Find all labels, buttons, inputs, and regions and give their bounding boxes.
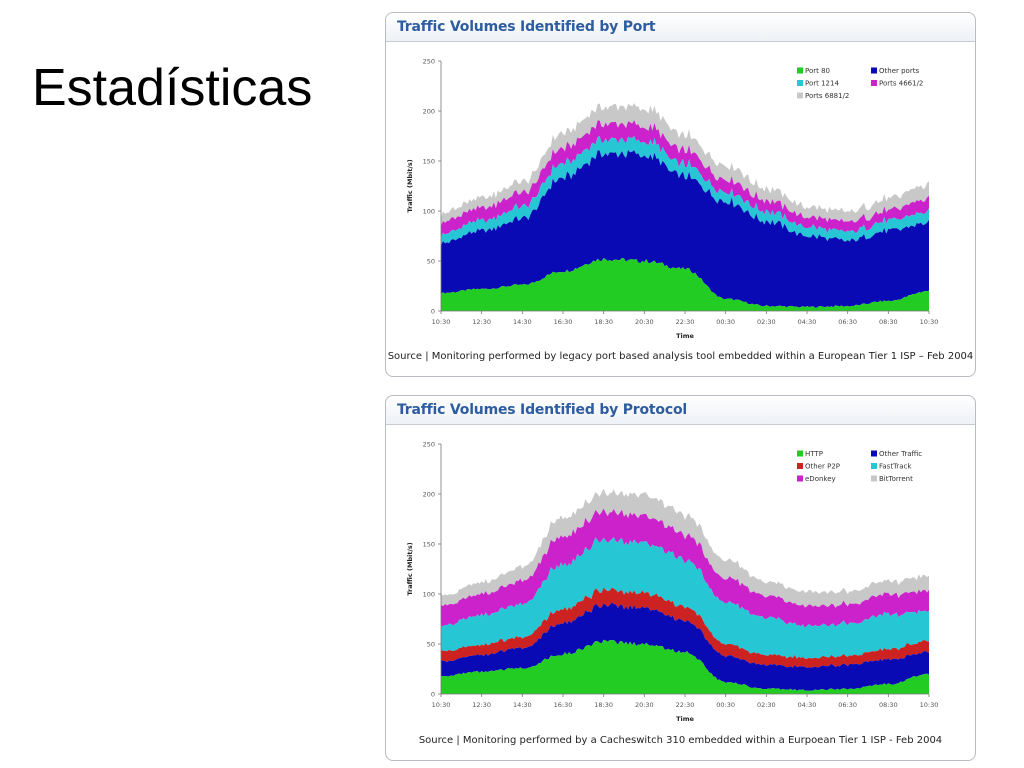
port-chart-legend: Port 80 Other ports Port 1214 Ports 4661/2 P…: [797, 67, 923, 100]
protocol-chart-header: Traffic Volumes Identified by Protocol: [386, 396, 975, 425]
protocol-traffic-chart: 0 50 100 150 200 250 10:30 12:30 14:30 16:30 18:30…: [406, 440, 939, 723]
protocol-chart-legend-swatch-http: [797, 450, 803, 457]
protocol-chart-legend-label-other-traffic: Other Traffic: [879, 450, 922, 458]
protocol-chart-ylabel: Traffic (Mbit/s): [406, 542, 414, 595]
port-chart-ytick-label: 50: [427, 257, 435, 265]
protocol-chart-xtick-label: 18:30: [594, 701, 613, 709]
port-chart-xtick-label: 10:30: [432, 318, 451, 326]
protocol-chart-legend-swatch-other-traffic: [871, 450, 877, 457]
port-chart-legend-label-port-1214: Port 1214: [805, 80, 839, 88]
port-chart-legend-swatch-port-1214: [797, 80, 803, 86]
protocol-chart-areas: [441, 488, 929, 694]
slide-title: Estadísticas: [32, 59, 313, 117]
protocol-chart-xtick-label: 08:30: [879, 701, 898, 709]
port-chart-ytick-label: 200: [423, 107, 435, 115]
protocol-chart-ytick-label: 0: [431, 690, 435, 698]
protocol-chart-xtick-label: 20:30: [635, 701, 654, 709]
port-traffic-chart: 0 50 100 150 200 250 10:30 12:30 14:30 16:30 18:30…: [406, 57, 939, 340]
protocol-chart-legend-swatch-fasttrack: [871, 463, 877, 469]
port-chart-ytick-label: 150: [423, 157, 435, 165]
port-chart-series-port-1214: [441, 136, 929, 246]
port-chart-xtick-label: 20:30: [635, 318, 654, 326]
port-chart-xtick-label: 12:30: [472, 318, 491, 326]
protocol-chart-series-other-p2p: [441, 587, 929, 669]
port-chart-series-other-ports: [441, 150, 929, 308]
port-chart-legend-label-ports-4661-2: Ports 4661/2: [879, 80, 923, 88]
port-chart-xtick-label: 22:30: [676, 318, 695, 326]
port-chart-xtick-label: 16:30: [554, 318, 573, 326]
protocol-chart-ytick-label: 150: [423, 540, 435, 548]
protocol-chart-xtick-label: 10:30: [432, 701, 451, 709]
port-chart-ytick-label: 100: [423, 207, 435, 215]
protocol-chart-series-bittorrent: [441, 488, 929, 608]
port-chart-xlabel: Time: [676, 332, 694, 340]
port-chart-xtick-label: 14:30: [513, 318, 532, 326]
protocol-chart-legend-label-edonkey: eDonkey: [805, 475, 836, 483]
protocol-chart-xtick-label: 22:30: [676, 701, 695, 709]
port-chart-ytick-label: 250: [423, 57, 435, 65]
protocol-chart-xtick-label: 04:30: [798, 701, 817, 709]
port-chart-ytick-label: 0: [431, 307, 435, 315]
port-chart-xtick-label: 02:30: [757, 318, 776, 326]
protocol-chart-source: Source | Monitoring performed by a Cache…: [418, 735, 943, 746]
protocol-chart-legend-swatch-other-p2p: [797, 463, 803, 469]
protocol-chart-xtick-label: 16:30: [554, 701, 573, 709]
port-chart-legend-swatch-ports-4661-2: [871, 80, 877, 86]
port-chart-header: Traffic Volumes Identified by Port: [386, 13, 975, 42]
port-chart-legend-swatch-other-ports: [871, 67, 877, 74]
port-chart-series-port-80: [441, 257, 929, 311]
protocol-chart-ytick-label: 100: [423, 590, 435, 598]
port-chart-xtick-label: 00:30: [716, 318, 735, 326]
protocol-chart-title: Traffic Volumes Identified by Protocol: [397, 402, 687, 418]
protocol-chart-legend-swatch-bittorrent: [871, 475, 877, 482]
port-chart-title: Traffic Volumes Identified by Port: [397, 19, 656, 35]
protocol-chart-ytick-label: 50: [427, 640, 435, 648]
port-chart-legend-label-port-80: Port 80: [805, 67, 830, 75]
protocol-chart-xtick-label: 00:30: [716, 701, 735, 709]
protocol-chart-ytick-label: 250: [423, 440, 435, 448]
protocol-chart-legend-label-other-p2p: Other P2P: [805, 463, 840, 471]
port-chart-legend-label-other-ports: Other ports: [879, 67, 919, 75]
protocol-chart-series-fasttrack: [441, 537, 929, 659]
protocol-chart-xtick-label: 02:30: [757, 701, 776, 709]
protocol-chart-xtick-label: 10:30: [920, 701, 939, 709]
port-chart-xtick-label: 06:30: [838, 318, 857, 326]
port-chart-xtick-label: 18:30: [594, 318, 613, 326]
protocol-chart-legend-label-bittorrent: BitTorrent: [879, 475, 913, 483]
protocol-chart-xtick-label: 12:30: [472, 701, 491, 709]
port-chart-legend-swatch-port-80: [797, 67, 803, 74]
port-chart-series-ports-6881-2: [441, 103, 929, 226]
port-chart-series-ports-4661-2: [441, 120, 929, 238]
port-chart-legend-label-ports-6881-2: Ports 6881/2: [805, 92, 849, 100]
protocol-chart-xlabel: Time: [676, 715, 694, 723]
protocol-chart-legend-label-http: HTTP: [805, 450, 823, 458]
protocol-chart-series-other-traffic: [441, 602, 929, 691]
protocol-chart-xtick-label: 14:30: [513, 701, 532, 709]
port-chart-panel: Traffic Volumes Identified by Port 0 50 10…: [385, 12, 976, 377]
port-chart-legend-swatch-ports-6881-2: [797, 92, 803, 99]
port-chart-ylabel: Traffic (Mbit/s): [406, 159, 414, 212]
protocol-chart-legend: HTTP Other Traffic Other P2P FastTrack eDonk…: [797, 450, 922, 483]
port-chart-source: Source | Monitoring performed by legacy …: [387, 351, 974, 362]
protocol-chart-panel: Traffic Volumes Identified by Protocol 0…: [385, 395, 976, 761]
protocol-chart-series-edonkey: [441, 508, 929, 628]
protocol-chart-ytick-label: 200: [423, 490, 435, 498]
protocol-chart-legend-swatch-edonkey: [797, 475, 803, 482]
protocol-chart-xtick-label: 06:30: [838, 701, 857, 709]
protocol-chart-series-http: [441, 639, 929, 694]
port-chart-areas: [441, 103, 929, 311]
protocol-chart-legend-label-fasttrack: FastTrack: [879, 463, 912, 471]
port-chart-xtick-label: 10:30: [920, 318, 939, 326]
port-chart-xtick-label: 08:30: [879, 318, 898, 326]
port-chart-xtick-label: 04:30: [798, 318, 817, 326]
